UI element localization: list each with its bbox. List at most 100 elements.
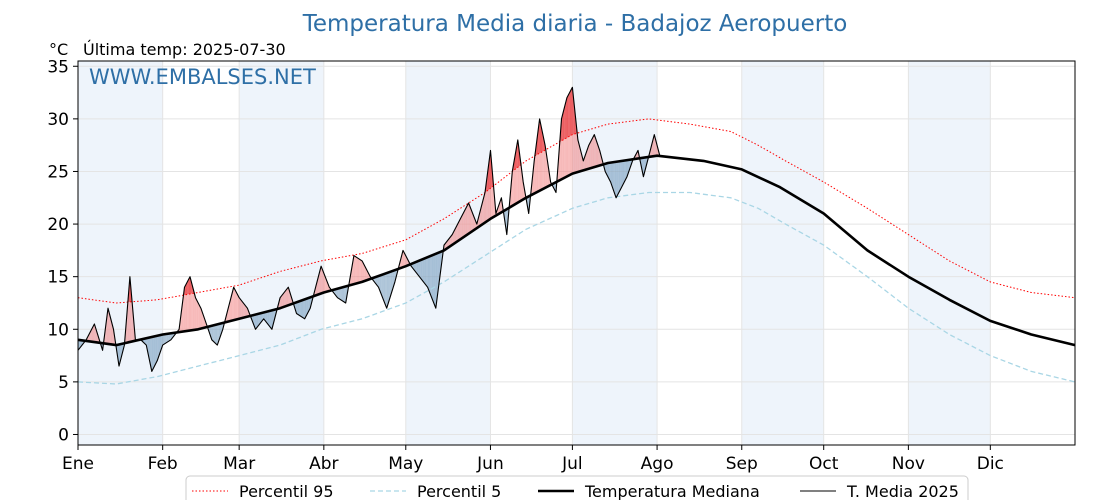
fill-above-median	[285, 288, 287, 307]
fill-above-median	[110, 318, 113, 345]
fill-below-median	[267, 311, 270, 326]
fill-below-median	[261, 312, 263, 323]
series-line-percentil-5	[77, 191, 1076, 385]
fill-below-median	[296, 301, 298, 315]
fill-below-median	[269, 310, 271, 328]
fill-above-median	[195, 297, 197, 330]
fill-above-median	[237, 295, 240, 320]
fill-below-median	[299, 300, 301, 317]
month-band-jul	[572, 61, 658, 445]
fill-below-median	[270, 310, 272, 330]
fill-above-p95	[515, 147, 517, 170]
x-tick-label: Ago	[641, 454, 674, 474]
month-band-sep	[741, 61, 824, 445]
fill-above-median	[483, 192, 485, 224]
fill-below-median	[213, 325, 215, 343]
x-tick-label: Jul	[561, 454, 583, 474]
fill-above-median	[235, 289, 237, 320]
fill-below-median	[211, 325, 214, 342]
fill-above-median	[463, 210, 465, 238]
month-band-may	[405, 61, 491, 445]
fill-below-median	[622, 160, 625, 185]
fill-below-median	[426, 257, 428, 288]
fill-below-median	[389, 271, 391, 300]
fill-below-median	[614, 161, 617, 198]
fill-above-median	[450, 234, 453, 246]
fill-above-median	[599, 150, 602, 166]
fill-below-median	[430, 255, 432, 298]
fill-above-median	[191, 281, 193, 331]
fill-below-median	[162, 334, 165, 346]
fill-above-median	[545, 145, 547, 188]
fill-below-median	[434, 253, 436, 309]
fill-below-median	[431, 254, 434, 302]
x-tick-label: Feb	[148, 454, 178, 474]
x-tick-label: Jun	[476, 454, 504, 474]
series-line-temperatura-mediana	[77, 154, 1076, 347]
fill-below-median	[221, 322, 223, 334]
fill-above-median	[453, 229, 455, 244]
fill-below-median	[304, 298, 307, 319]
fill-below-median	[303, 299, 305, 319]
fill-below-median	[336, 288, 338, 298]
fill-below-median	[428, 256, 431, 295]
fill-above-p95	[569, 89, 572, 137]
fill-below-median	[153, 336, 155, 369]
fill-above-median	[459, 218, 461, 241]
fill-below-median	[256, 313, 259, 328]
fill-below-median	[418, 260, 420, 277]
fill-above-median	[586, 149, 588, 170]
fill-above-median	[482, 197, 484, 225]
fill-above-median	[357, 258, 360, 284]
fill-below-median	[307, 297, 309, 314]
fill-below-median	[265, 311, 267, 323]
fill-below-median	[297, 301, 300, 316]
fill-below-median	[621, 160, 623, 188]
fill-below-median	[158, 335, 160, 357]
fill-below-median	[386, 272, 389, 309]
fill-above-median	[587, 145, 589, 170]
fill-below-median	[166, 333, 169, 343]
fill-below-median	[151, 336, 154, 372]
fill-below-median	[505, 209, 507, 235]
legend: Percentil 95 Percentil 5 Temperatura Media…	[185, 475, 969, 500]
fill-below-median	[625, 160, 628, 180]
fill-below-median	[610, 162, 613, 186]
fill-below-median	[154, 336, 156, 367]
x-tick-label: Sep	[726, 454, 758, 474]
fill-above-median	[351, 263, 353, 285]
fill-above-median	[244, 304, 246, 318]
y-axis: 0 5 10 15 20 25 30 35	[47, 57, 78, 445]
fill-below-median	[217, 324, 219, 346]
fill-below-median	[388, 272, 390, 304]
fill-below-median	[379, 275, 382, 295]
month-shading	[78, 61, 991, 445]
fill-below-median	[337, 288, 339, 299]
fill-above-median	[403, 250, 405, 268]
fill-above-median	[469, 206, 472, 233]
x-tick-label: Ene	[62, 454, 94, 474]
legend-label: Percentil 95	[239, 482, 334, 500]
fill-below-median	[416, 261, 419, 275]
fill-below-median	[390, 271, 393, 296]
fill-above-median	[240, 299, 242, 319]
fill-above-median	[194, 292, 196, 330]
x-axis: Ene Feb Mar Abr May Jun Jul Ago Sep Oct Nov Dic	[62, 445, 1004, 474]
fill-above-median	[241, 301, 244, 319]
fill-above-p95	[542, 132, 544, 152]
fill-below-median	[616, 161, 618, 198]
fill-above-median	[192, 287, 195, 331]
x-tick-label: Mar	[223, 454, 255, 474]
fill-below-median	[214, 324, 216, 344]
fill-above-median	[230, 292, 233, 321]
y-tick-label: 10	[47, 320, 69, 340]
series-line-t-media-2025	[77, 86, 661, 372]
fill-below-median	[258, 313, 260, 326]
fill-above-median	[127, 293, 129, 343]
fill-above-median	[323, 273, 326, 293]
fill-below-median	[341, 287, 343, 302]
fill-above-median	[232, 287, 234, 321]
fill-above-median	[282, 292, 285, 308]
fill-below-median	[612, 162, 614, 190]
fill-above-median	[198, 302, 200, 330]
